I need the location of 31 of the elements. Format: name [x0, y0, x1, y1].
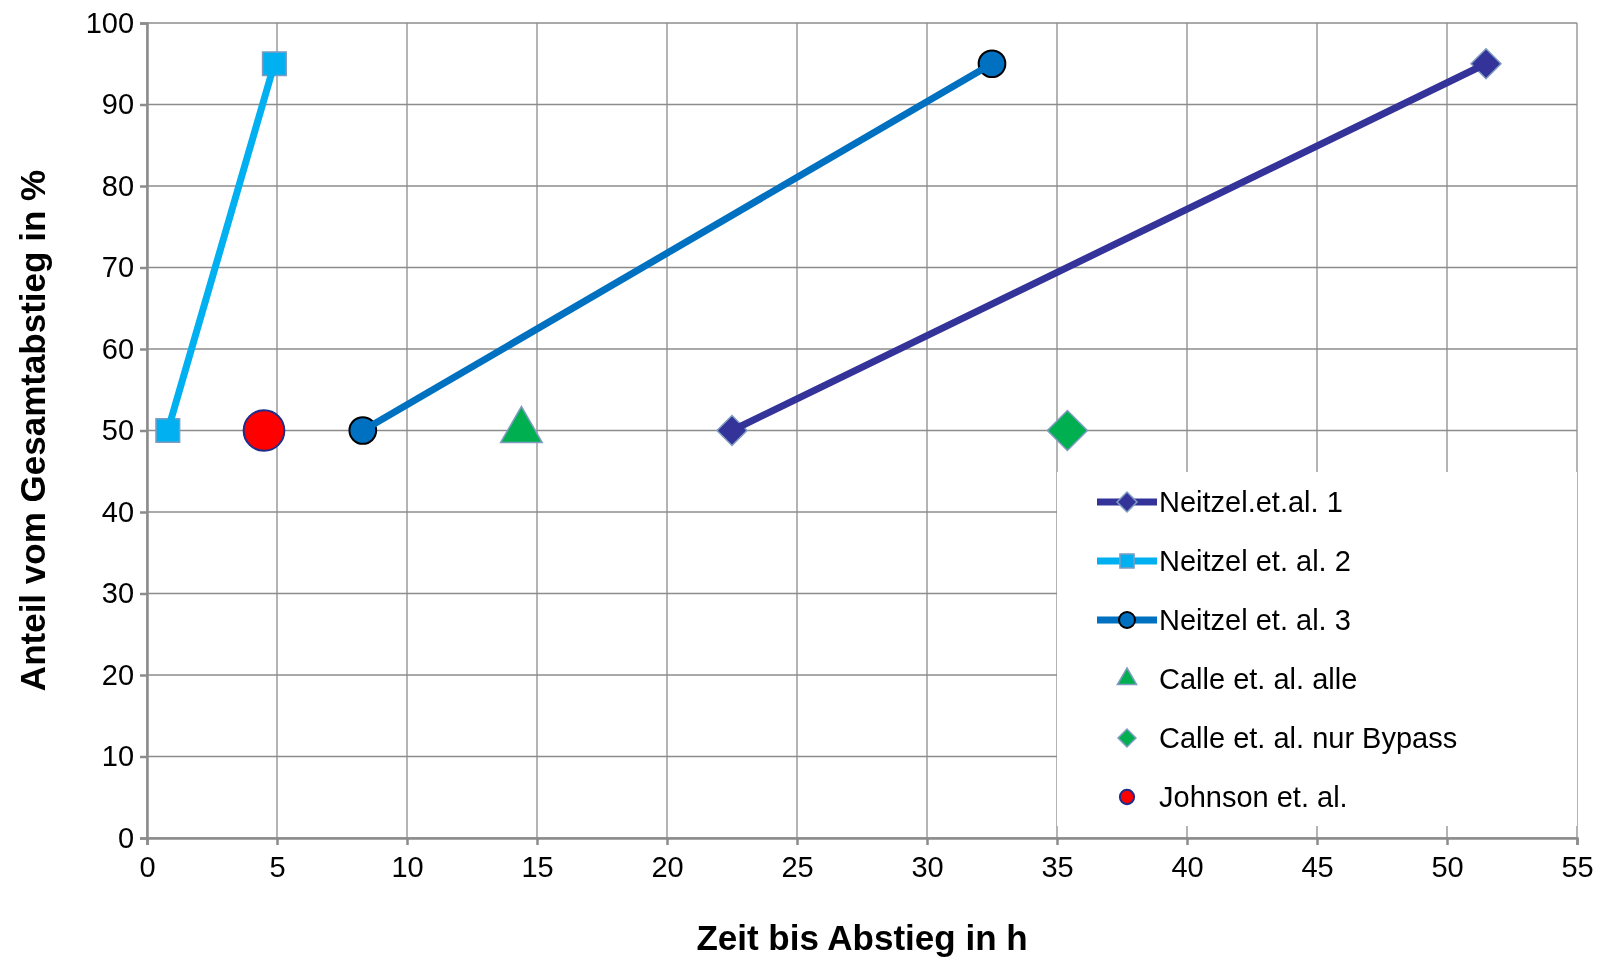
x-tick-label: 45: [1301, 851, 1334, 883]
y-tick-label: 10: [101, 740, 135, 773]
x-tick-label: 35: [1041, 851, 1074, 883]
x-tick-label: 0: [139, 851, 156, 883]
x-tick-label: 55: [1561, 851, 1594, 883]
x-tick-label: 40: [1171, 851, 1204, 883]
x-tick-label: 10: [391, 851, 424, 883]
y-tick-label: 90: [101, 88, 135, 121]
y-tick-label: 40: [101, 495, 135, 528]
x-tick-label: 30: [911, 851, 944, 883]
y-tick-label: 0: [117, 821, 135, 854]
legend-label: Neitzel et. al. 3: [1159, 604, 1351, 636]
x-tick-label: 15: [521, 851, 554, 883]
y-tick-label: 30: [101, 577, 135, 610]
y-tick-label: 70: [101, 251, 135, 284]
y-tick-label: 20: [101, 658, 135, 691]
x-tick-label: 20: [651, 851, 684, 883]
legend-label: Neitzel et. al. 2: [1159, 545, 1351, 577]
y-tick-label: 60: [101, 332, 135, 365]
legend-label: Neitzel.et.al. 1: [1159, 486, 1343, 518]
legend-label: Calle et. al. nur Bypass: [1159, 722, 1458, 754]
legend-label: Calle et. al. alle: [1159, 663, 1358, 695]
x-axis-title: Zeit bis Abstieg in h: [696, 918, 1028, 957]
y-axis-title: Anteil vom Gesamtabstieg in %: [13, 169, 52, 692]
x-tick-label: 50: [1431, 851, 1464, 883]
y-tick-label: 50: [101, 414, 135, 447]
legend-label: Johnson et. al.: [1159, 781, 1348, 813]
x-tick-label: 25: [781, 851, 814, 883]
y-tick-label: 100: [85, 6, 135, 39]
y-tick-label: 80: [101, 169, 135, 202]
x-tick-label: 5: [269, 851, 286, 883]
